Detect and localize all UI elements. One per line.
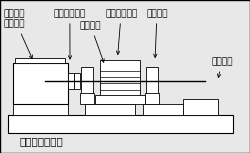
Bar <box>95 95 145 104</box>
Text: 軸継手芯狂い: 軸継手芯狂い <box>54 9 86 59</box>
Bar <box>15 58 65 63</box>
Bar <box>100 60 140 96</box>
Text: アンバランス: アンバランス <box>105 9 137 54</box>
Bar <box>142 104 182 115</box>
Text: ボルト組: ボルト組 <box>211 57 233 77</box>
Text: 軸曲がり: 軸曲がり <box>80 21 104 62</box>
Text: 軸受異常: 軸受異常 <box>146 9 168 58</box>
Bar <box>81 67 92 95</box>
Bar <box>80 93 94 104</box>
Bar <box>68 73 74 89</box>
Bar <box>12 104 68 115</box>
Bar <box>145 93 159 104</box>
Bar <box>182 99 218 115</box>
Bar <box>12 63 68 104</box>
Text: 軸受異常
巻線異常: 軸受異常 巻線異常 <box>4 9 32 59</box>
Bar <box>85 104 135 115</box>
Bar <box>74 73 80 89</box>
Text: 基準亀裂＆不良: 基準亀裂＆不良 <box>20 136 64 147</box>
Bar <box>8 115 232 133</box>
Bar <box>146 67 158 95</box>
